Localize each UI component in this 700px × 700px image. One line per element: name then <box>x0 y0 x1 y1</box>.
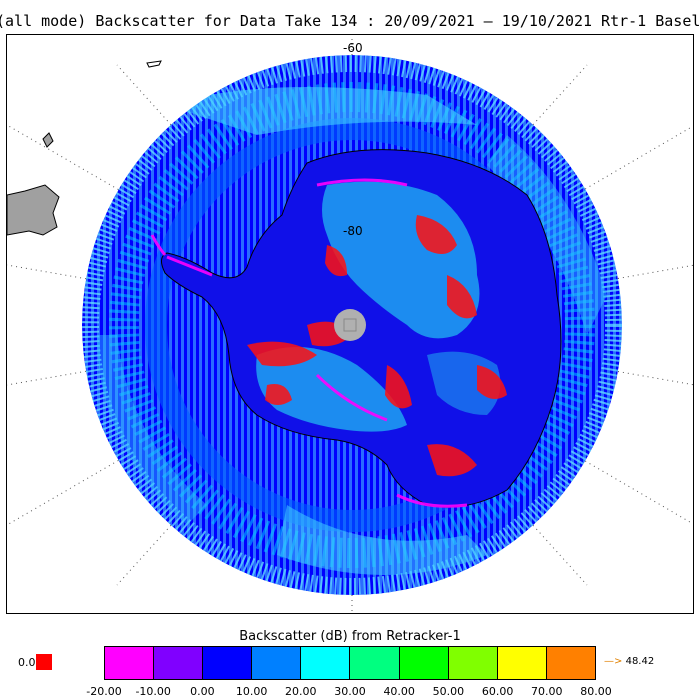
colorbar-tick-label: 80.00 <box>580 685 612 698</box>
colorbar-tick-label: -20.00 <box>86 685 122 698</box>
colorbar-tick-label: 10.00 <box>235 685 268 698</box>
latitude-label-60: -60 <box>343 41 363 55</box>
latitude-label-80: -80 <box>343 224 363 238</box>
colorbar-segment <box>399 647 449 679</box>
colorbar-tick-label: -10.00 <box>135 685 171 698</box>
colorbar-tick-labels: -20.00 -10.00 0.00 10.00 20.00 30.00 40.00 50.0… <box>0 685 700 699</box>
chart-title: (all mode) Backscatter for Data Take 134… <box>0 12 700 30</box>
colorbar-segment <box>448 647 498 679</box>
legend-title: Backscatter (dB) from Retracker-1 <box>239 629 461 644</box>
polar-map: -60 -80 <box>6 34 694 614</box>
colorbar-tick-label: 40.00 <box>383 685 415 698</box>
colorbar-segment <box>350 647 400 679</box>
colorbar-segment <box>301 647 351 679</box>
colorbar-tick-label: 20.00 <box>285 685 317 698</box>
colorbar-tick-label: 70.00 <box>531 685 563 698</box>
colorbar-tick-label: 60.00 <box>481 685 514 698</box>
colorbar-tick-label: 50.00 <box>432 685 465 698</box>
polar-map-svg: -60 -80 <box>7 35 693 613</box>
colorbar-tick-label: 30.00 <box>334 685 366 698</box>
colorbar-tick-label: 0.00 <box>190 685 215 698</box>
colorbar-segment <box>546 647 595 679</box>
low-value-swatch <box>36 654 52 670</box>
colorbar-segment <box>105 647 155 679</box>
colorbar-segment <box>203 647 253 679</box>
high-value-arrow: —> <box>604 656 623 667</box>
pole-hole <box>334 309 366 341</box>
high-value-label: —> 48.42 <box>604 656 654 667</box>
antarctica <box>150 149 562 508</box>
low-value-label: 0.0 <box>18 656 36 669</box>
colorbar <box>104 646 596 680</box>
colorbar-segment <box>252 647 302 679</box>
colorbar-segment <box>154 647 204 679</box>
colorbar-segment <box>497 647 547 679</box>
land-south-america <box>7 60 162 236</box>
high-value-number: 48.42 <box>625 656 655 667</box>
